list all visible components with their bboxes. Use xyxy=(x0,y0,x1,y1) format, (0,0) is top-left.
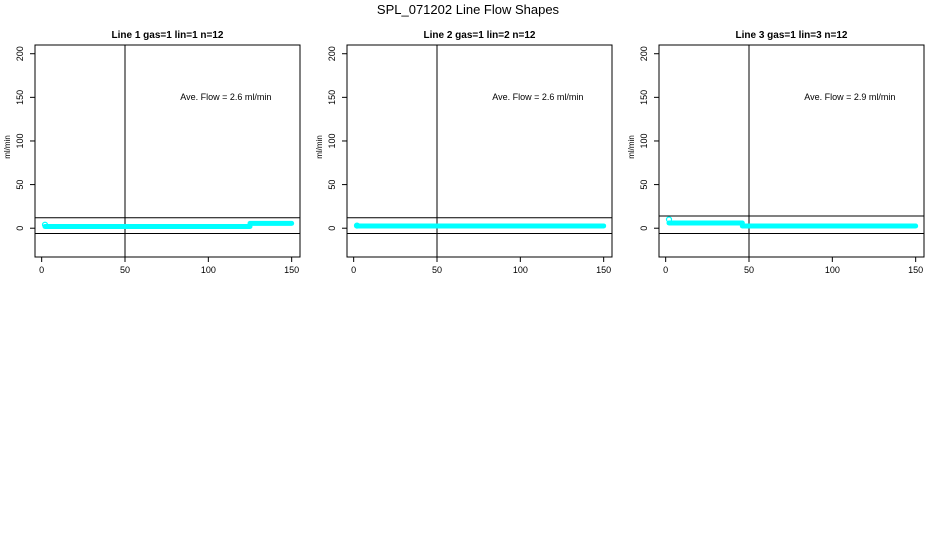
flow-data-point xyxy=(665,216,673,223)
panel-title: Line 1 gas=1 lin=1 n=12 xyxy=(111,30,223,41)
y-tick-label: 200 xyxy=(327,46,337,61)
y-tick-label: 0 xyxy=(639,226,649,231)
y-axis-label: ml/min xyxy=(3,135,12,159)
x-tick-label: 50 xyxy=(432,265,442,275)
average-flow-annotation: Ave. Flow = 2.6 ml/min xyxy=(180,92,271,102)
y-tick-label: 0 xyxy=(327,226,337,231)
x-tick-label: 100 xyxy=(201,265,216,275)
x-tick-label: 0 xyxy=(663,265,668,275)
x-tick-label: 50 xyxy=(120,265,130,275)
x-tick-label: 50 xyxy=(744,265,754,275)
x-tick-label: 150 xyxy=(284,265,299,275)
y-tick-label: 50 xyxy=(15,180,25,190)
y-tick-label: 150 xyxy=(15,90,25,105)
panel-title: Line 2 gas=1 lin=2 n=12 xyxy=(423,30,535,41)
y-tick-label: 150 xyxy=(327,90,337,105)
plot-frame xyxy=(34,44,301,258)
panel-1: Line 1 gas=1 lin=1 n=12 ml/min 0 50 100 150 20… xyxy=(3,30,301,275)
flow-data-point xyxy=(41,221,49,228)
plot-frame xyxy=(658,44,925,258)
y-tick-label: 50 xyxy=(639,180,649,190)
panel-2: Line 2 gas=1 lin=2 n=12 ml/min 0 50 100 150 20… xyxy=(315,30,613,275)
x-tick-label: 0 xyxy=(351,265,356,275)
average-flow-annotation: Ave. Flow = 2.6 ml/min xyxy=(492,92,583,102)
average-flow-annotation: Ave. Flow = 2.9 ml/min xyxy=(804,92,895,102)
plot-frame xyxy=(346,44,613,258)
panel-title: Line 3 gas=1 lin=3 n=12 xyxy=(735,30,847,41)
panel-3: Line 3 gas=1 lin=3 n=12 ml/min 0 50 100 150 20… xyxy=(627,30,925,275)
x-tick-label: 100 xyxy=(825,265,840,275)
y-tick-label: 0 xyxy=(15,226,25,231)
x-tick-label: 150 xyxy=(908,265,923,275)
x-tick-label: 0 xyxy=(39,265,44,275)
x-tick-label: 150 xyxy=(596,265,611,275)
y-tick-label: 100 xyxy=(15,133,25,148)
y-tick-label: 150 xyxy=(639,90,649,105)
y-tick-label: 200 xyxy=(639,46,649,61)
y-tick-label: 100 xyxy=(639,133,649,148)
x-tick-label: 100 xyxy=(513,265,528,275)
y-tick-label: 200 xyxy=(15,46,25,61)
panels: Line 1 gas=1 lin=1 n=12 ml/min 0 50 100 150 20… xyxy=(3,30,925,275)
flow-data-point xyxy=(353,222,361,229)
y-axis-label: ml/min xyxy=(627,135,636,159)
y-tick-label: 100 xyxy=(327,133,337,148)
y-tick-label: 50 xyxy=(327,180,337,190)
y-axis-label: ml/min xyxy=(315,135,324,159)
figure-title: SPL_071202 Line Flow Shapes xyxy=(377,2,560,17)
